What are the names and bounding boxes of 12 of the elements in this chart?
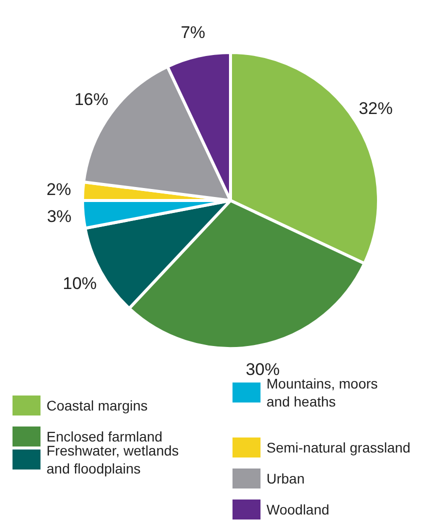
data-label: 10% [62,274,97,293]
legend-label: Urban [266,470,305,486]
data-label: 32% [358,98,393,118]
data-label: 3% [46,207,72,226]
legend-label: Freshwater, wetlands and floodplains [46,442,179,477]
data-label: 7% [180,23,206,42]
legend-label: Enclosed farmland [46,428,162,444]
data-label: 2% [46,180,72,200]
legend-label: Woodland [266,502,330,518]
legend-label: Coastal margins [46,398,148,414]
data-label: 16% [74,90,108,109]
legend-label: Semi-natural grassland [266,440,410,456]
